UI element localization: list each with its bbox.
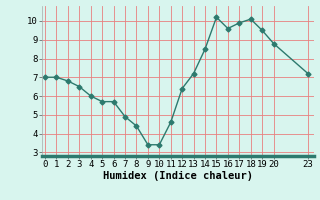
X-axis label: Humidex (Indice chaleur): Humidex (Indice chaleur) [103,171,252,181]
